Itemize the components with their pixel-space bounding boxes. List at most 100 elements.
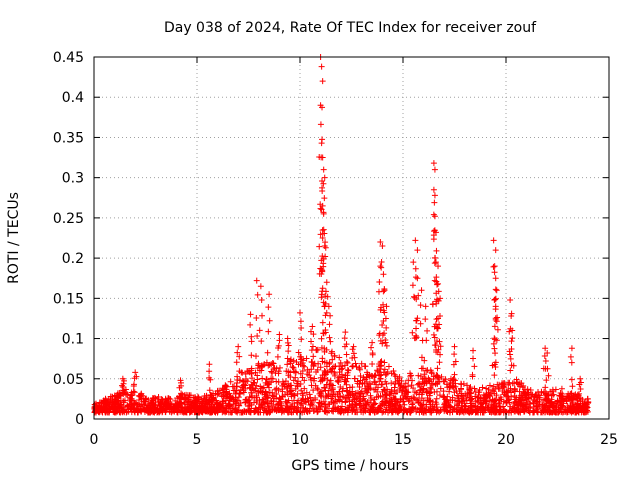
- data-point: [326, 321, 333, 328]
- data-point: [318, 63, 325, 70]
- data-point: [351, 354, 358, 361]
- data-point: [103, 399, 110, 406]
- data-point: [136, 401, 143, 408]
- data-point: [258, 385, 265, 392]
- data-point: [369, 408, 376, 415]
- data-point: [213, 403, 220, 410]
- data-point: [284, 409, 291, 416]
- data-point: [341, 343, 348, 350]
- data-point: [310, 331, 317, 338]
- data-point: [195, 396, 202, 403]
- data-point: [492, 286, 499, 293]
- data-point: [322, 368, 329, 375]
- data-point: [189, 407, 196, 414]
- data-point: [571, 392, 578, 399]
- data-point: [411, 389, 418, 396]
- y-tick-label: 0.25: [53, 211, 84, 227]
- data-point: [446, 388, 453, 395]
- data-point: [388, 386, 395, 393]
- data-point: [453, 408, 460, 415]
- data-point: [320, 210, 327, 217]
- data-point: [331, 352, 338, 359]
- data-point: [428, 370, 435, 377]
- data-point: [565, 394, 572, 401]
- data-point: [344, 387, 351, 394]
- data-point: [512, 396, 519, 403]
- data-point: [252, 353, 259, 360]
- data-point: [434, 349, 441, 356]
- data-point: [380, 301, 387, 308]
- data-point: [310, 406, 317, 413]
- data-point: [336, 397, 343, 404]
- data-point: [140, 405, 147, 412]
- data-point: [567, 353, 574, 360]
- data-point: [300, 362, 307, 369]
- y-tick-label: 0.1: [62, 332, 84, 348]
- data-point: [491, 345, 498, 352]
- data-point: [528, 392, 535, 399]
- data-point: [382, 315, 389, 322]
- data-point: [279, 388, 286, 395]
- data-point: [220, 398, 227, 405]
- data-point: [343, 358, 350, 365]
- data-point: [433, 401, 440, 408]
- data-point: [376, 279, 383, 286]
- data-point: [284, 361, 291, 368]
- data-point: [245, 403, 252, 410]
- data-point: [388, 409, 395, 416]
- data-point: [545, 372, 552, 379]
- data-point: [206, 387, 213, 394]
- data-point: [276, 364, 283, 371]
- data-point: [426, 406, 433, 413]
- data-point: [338, 407, 345, 414]
- data-point: [206, 401, 213, 408]
- data-point: [404, 409, 411, 416]
- data-point: [96, 402, 103, 409]
- data-point: [254, 372, 261, 379]
- axis-ticks: [93, 56, 610, 420]
- data-point: [248, 401, 255, 408]
- data-point: [351, 397, 358, 404]
- data-point: [450, 361, 457, 368]
- data-point: [362, 405, 369, 412]
- data-point: [263, 359, 270, 366]
- data-point: [359, 380, 366, 387]
- data-point: [266, 404, 273, 411]
- data-point: [539, 401, 546, 408]
- data-point: [378, 358, 385, 365]
- data-point: [281, 381, 288, 388]
- data-point: [319, 319, 326, 326]
- data-point: [558, 385, 565, 392]
- data-point: [440, 388, 447, 395]
- data-point: [398, 377, 405, 384]
- data-point: [382, 392, 389, 399]
- data-point: [176, 384, 183, 391]
- data-point: [326, 334, 333, 341]
- data-point: [576, 390, 583, 397]
- data-point: [358, 360, 365, 367]
- data-point: [207, 409, 214, 416]
- data-point: [342, 329, 349, 336]
- data-point: [324, 293, 331, 300]
- data-point: [297, 309, 303, 316]
- data-point: [412, 332, 419, 339]
- data-point: [435, 374, 442, 381]
- data-point: [383, 342, 390, 349]
- data-point: [420, 365, 427, 372]
- data-point: [304, 371, 311, 378]
- data-point: [251, 394, 258, 401]
- data-point: [178, 390, 185, 397]
- data-point: [264, 349, 271, 356]
- y-tick-label: 0.4: [62, 90, 84, 106]
- data-point: [273, 378, 280, 385]
- data-point: [120, 407, 127, 414]
- data-point: [269, 369, 276, 376]
- data-point: [437, 343, 444, 350]
- data-point: [545, 404, 552, 411]
- data-point: [511, 388, 518, 395]
- data-point: [422, 316, 429, 323]
- data-point: [217, 401, 224, 408]
- data-point: [259, 375, 266, 382]
- data-point: [311, 375, 318, 382]
- data-point: [322, 288, 329, 295]
